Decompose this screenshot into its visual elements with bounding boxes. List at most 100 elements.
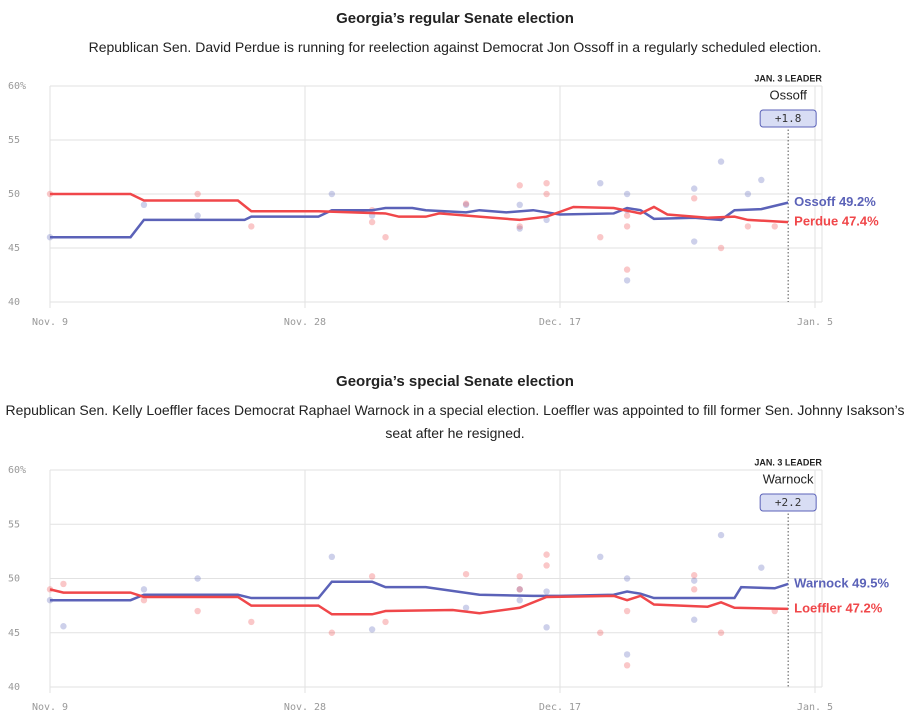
poll-dot: [140, 586, 148, 593]
leader-name: Warnock: [763, 471, 814, 486]
end-label: Ossoff 49.2%: [794, 194, 876, 209]
poll-dot: [462, 200, 470, 207]
poll-dot: [543, 180, 550, 187]
x-tick-label: Dec. 17: [539, 317, 581, 328]
poll-dot: [516, 597, 523, 604]
series-line: [50, 192, 789, 224]
series-line: [50, 201, 789, 239]
poll-dot: [717, 629, 725, 636]
leader-title: JAN. 3 LEADER: [754, 457, 822, 467]
poll-dot: [691, 238, 698, 245]
poll-dot: [623, 223, 631, 230]
poll-dot: [368, 218, 376, 226]
poll-dot: [462, 604, 470, 611]
poll-dot: [516, 225, 523, 232]
x-tick-label: Dec. 17: [539, 702, 581, 711]
poll-dot: [597, 629, 604, 636]
poll-dot: [140, 597, 148, 604]
poll-dot: [382, 618, 389, 626]
poll-dot: [623, 212, 631, 219]
poll-dot: [623, 651, 631, 658]
poll-dot: [328, 629, 336, 636]
poll-dot: [543, 588, 550, 595]
poll-dot: [60, 580, 67, 588]
poll-dot: [516, 201, 523, 208]
poll-dot: [328, 190, 336, 198]
poll-dot: [248, 223, 255, 230]
leader-box: [759, 109, 817, 128]
poll-dot: [382, 234, 389, 241]
y-tick-label: 55: [8, 135, 20, 146]
end-label: Loeffler 47.2%: [794, 600, 883, 615]
poll-dot: [744, 190, 752, 198]
poll-dot: [691, 572, 698, 579]
chart-title: Georgia’s regular Senate election: [336, 10, 574, 27]
poll-dot: [60, 623, 67, 630]
chart-subtitle: Republican Sen. Kelly Loeffler faces Dem…: [5, 402, 905, 441]
poll-dot: [368, 626, 376, 633]
end-label: Warnock 49.5%: [794, 575, 889, 590]
poll-dot: [248, 618, 255, 626]
poll-dot: [597, 180, 604, 187]
leader-margin: +2.2: [775, 496, 802, 509]
poll-dot: [623, 662, 631, 669]
poll-dot: [543, 190, 550, 198]
poll-dot: [691, 195, 698, 202]
poll-dot: [516, 182, 523, 189]
poll-dot: [516, 586, 523, 593]
series-line: [49, 588, 789, 616]
y-tick-label: 45: [8, 243, 20, 254]
x-tick-label: Jan. 5: [797, 317, 833, 328]
leader-title: JAN. 3 LEADER: [754, 73, 822, 83]
poll-dot: [717, 158, 725, 165]
y-tick-label: 60%: [8, 81, 26, 92]
poll-dot: [368, 573, 376, 580]
chart-subtitle: Republican Sen. David Perdue is running …: [88, 39, 822, 55]
leader-box: [759, 493, 817, 512]
y-tick-label: 40: [8, 682, 20, 693]
poll-dot: [194, 190, 201, 198]
poll-dot: [462, 201, 470, 208]
end-label: Perdue 47.4%: [794, 214, 879, 229]
poll-dot: [516, 573, 523, 580]
poll-dot: [140, 201, 148, 208]
poll-dot: [543, 562, 550, 569]
y-tick-label: 45: [8, 628, 20, 639]
poll-dot: [543, 216, 550, 224]
chart-title: Georgia’s special Senate election: [336, 373, 574, 390]
y-tick-label: 50: [8, 574, 20, 585]
poll-dot: [597, 234, 604, 241]
poll-dot: [194, 575, 201, 582]
poll-dot: [623, 190, 631, 198]
poll-dot: [758, 176, 765, 184]
poll-dot: [328, 553, 336, 560]
x-tick-label: Jan. 5: [797, 702, 833, 711]
poll-dot: [623, 277, 631, 284]
poll-dot: [623, 575, 631, 582]
x-tick-label: Nov. 9: [32, 702, 68, 711]
leader-name: Ossoff: [769, 87, 807, 102]
x-tick-label: Nov. 28: [284, 317, 326, 328]
poll-dot: [744, 223, 752, 230]
poll-dot: [691, 577, 698, 584]
y-tick-label: 60%: [8, 465, 26, 476]
poll-dot: [771, 223, 778, 230]
poll-dot: [597, 553, 604, 560]
x-tick-label: Nov. 9: [32, 317, 68, 328]
poll-dot: [543, 551, 550, 558]
y-tick-label: 55: [8, 519, 20, 530]
poll-dot: [758, 564, 765, 571]
poll-dot: [691, 616, 698, 623]
x-tick-label: Nov. 28: [284, 702, 326, 711]
poll-dot: [623, 607, 631, 615]
poll-dot: [717, 244, 725, 252]
series-line: [50, 580, 789, 602]
poll-dot: [194, 607, 201, 615]
poll-dot: [516, 586, 523, 593]
poll-dot: [462, 570, 470, 578]
y-tick-label: 50: [8, 189, 20, 200]
poll-dot: [623, 266, 631, 273]
poll-dot: [691, 185, 698, 192]
